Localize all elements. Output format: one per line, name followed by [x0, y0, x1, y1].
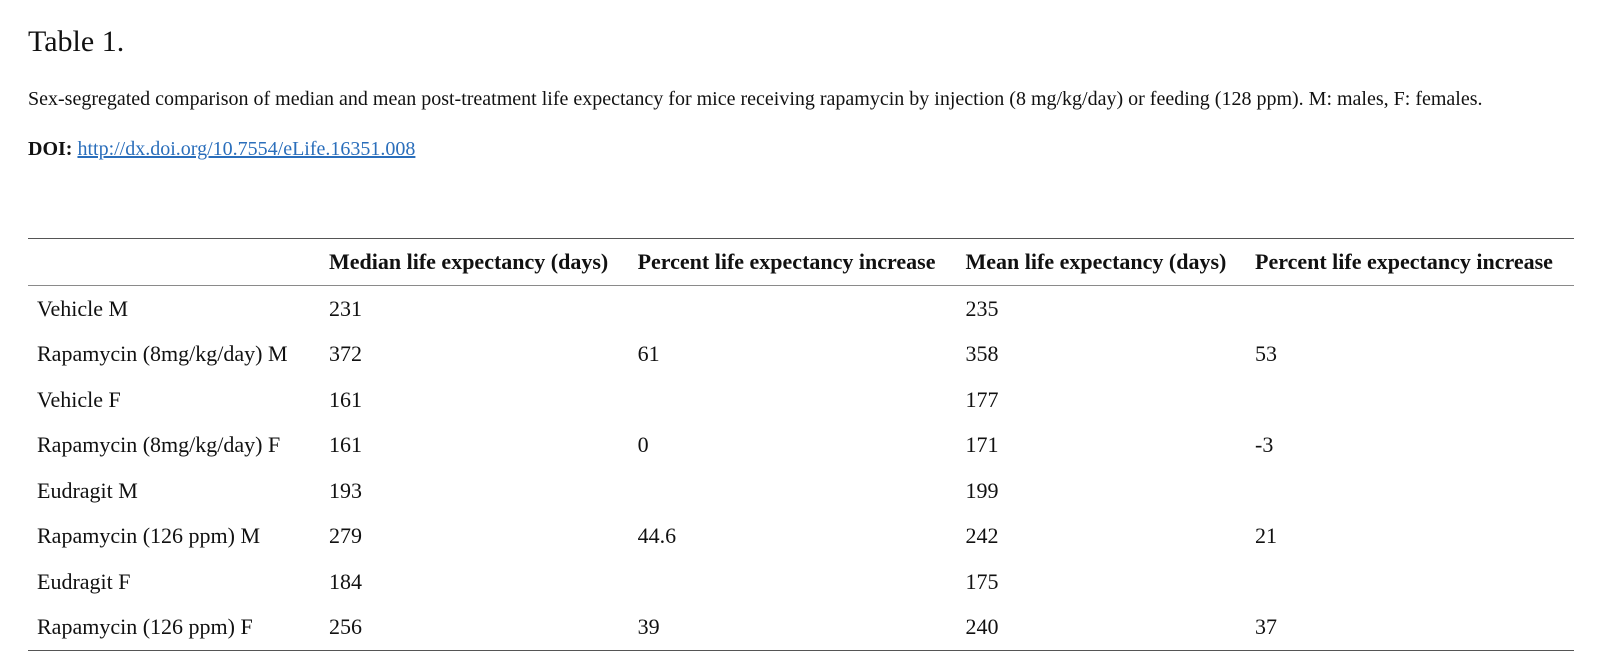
- cell-row-label: Rapamycin (126 ppm) F: [37, 614, 253, 640]
- cell-median-life-expectancy: 256: [329, 614, 362, 640]
- doi-label: DOI:: [28, 138, 73, 160]
- cell-median-percent-increase: [629, 559, 957, 605]
- table-row: Vehicle F 161 177: [28, 377, 1574, 423]
- header-cell-mean-percent-increase: Percent life expectancy increase: [1255, 249, 1553, 274]
- doi-line: DOI: http://dx.doi.org/10.7554/eLife.163…: [28, 135, 1585, 163]
- cell-mean-percent-increase: 21: [1255, 523, 1278, 549]
- header-cell-median-life-expectancy: Median life expectancy (days): [329, 249, 609, 274]
- cell-mean-percent-increase: 37: [1255, 614, 1278, 640]
- cell-median-life-expectancy: 231: [329, 295, 362, 321]
- cell-row-label: Rapamycin (8mg/kg/day) M: [37, 341, 288, 367]
- cell-mean-percent-increase: [1246, 377, 1574, 423]
- table-row: Rapamycin (8mg/kg/day) F 161 0 171 -3: [28, 423, 1574, 469]
- table-row: Rapamycin (126 ppm) F 256 39 240 37: [28, 605, 1574, 651]
- cell-median-percent-increase: 0: [637, 432, 649, 458]
- cell-row-label: Eudragit M: [37, 477, 138, 503]
- header-cell-mean-life-expectancy: Mean life expectancy (days): [965, 249, 1227, 274]
- cell-median-percent-increase: [629, 377, 957, 423]
- cell-median-percent-increase: 44.6: [637, 523, 677, 549]
- cell-median-life-expectancy: 279: [329, 523, 362, 549]
- cell-median-percent-increase: [629, 286, 957, 332]
- cell-mean-life-expectancy: 171: [965, 432, 999, 458]
- table-title: Table 1.: [28, 25, 125, 58]
- cell-row-label: Vehicle M: [37, 295, 129, 321]
- cell-median-life-expectancy: 372: [329, 341, 362, 367]
- table-row: Vehicle M 231 235: [28, 286, 1574, 332]
- cell-median-life-expectancy: 161: [329, 386, 362, 412]
- cell-mean-percent-increase: 53: [1255, 341, 1278, 367]
- cell-mean-percent-increase: [1246, 286, 1574, 332]
- cell-mean-percent-increase: [1246, 468, 1574, 514]
- header-cell-row-label: [28, 239, 320, 286]
- cell-mean-life-expectancy: 175: [965, 568, 999, 594]
- table-row: Eudragit M 193 199: [28, 468, 1574, 514]
- cell-row-label: Eudragit F: [37, 568, 131, 594]
- table-row: Rapamycin (8mg/kg/day) M 372 61 358 53: [28, 332, 1574, 378]
- cell-mean-percent-increase: -3: [1255, 432, 1274, 458]
- cell-mean-life-expectancy: 240: [965, 614, 999, 640]
- cell-mean-percent-increase: [1246, 559, 1574, 605]
- cell-median-percent-increase: 61: [637, 341, 660, 367]
- cell-mean-life-expectancy: 358: [965, 341, 999, 367]
- cell-mean-life-expectancy: 242: [965, 523, 999, 549]
- table-row: Rapamycin (126 ppm) M 279 44.6 242 21: [28, 514, 1574, 560]
- cell-row-label: Vehicle F: [37, 386, 121, 412]
- cell-median-life-expectancy: 184: [329, 568, 362, 594]
- header-cell-median-percent-increase: Percent life expectancy increase: [637, 249, 936, 274]
- doi-link[interactable]: http://dx.doi.org/10.7554/eLife.16351.00…: [77, 138, 416, 160]
- table-body: Vehicle M 231 235 Rapamycin (8mg/kg/day) M 3…: [28, 286, 1574, 651]
- cell-median-life-expectancy: 161: [329, 432, 362, 458]
- table-caption: Sex-segregated comparison of median and …: [28, 88, 1483, 110]
- cell-row-label: Rapamycin (8mg/kg/day) F: [37, 432, 281, 458]
- document-page: Table 1. Sex-segregated comparison of me…: [0, 0, 1613, 651]
- cell-median-percent-increase: 39: [637, 614, 660, 640]
- cell-mean-life-expectancy: 235: [965, 295, 999, 321]
- table-row: Eudragit F 184 175: [28, 559, 1574, 605]
- cell-median-life-expectancy: 193: [329, 477, 362, 503]
- data-table: Median life expectancy (days) Percent li…: [28, 238, 1574, 651]
- table-header: Median life expectancy (days) Percent li…: [28, 238, 1574, 286]
- header-row: Median life expectancy (days) Percent li…: [28, 238, 1574, 286]
- cell-median-percent-increase: [629, 468, 957, 514]
- cell-row-label: Rapamycin (126 ppm) M: [37, 523, 261, 549]
- cell-mean-life-expectancy: 177: [965, 386, 999, 412]
- cell-mean-life-expectancy: 199: [965, 477, 999, 503]
